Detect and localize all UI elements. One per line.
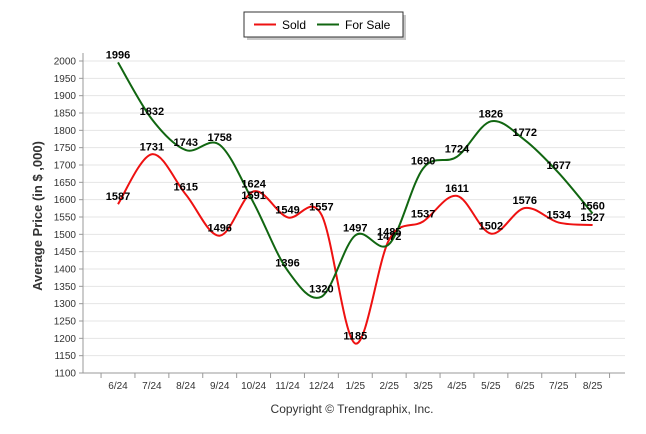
y-tick-label: 1600 [54,195,77,206]
x-tick-label: 9/24 [210,381,230,392]
data-label-for-sale: 1743 [174,137,198,149]
data-label-sold: 1496 [207,223,231,235]
data-label-sold: 1527 [580,212,604,224]
data-label-for-sale: 1472 [377,231,401,243]
data-label-sold: 1485 [377,227,401,239]
x-tick-label: 1/25 [346,381,366,392]
data-label-for-sale: 1996 [106,49,130,61]
data-label-sold: 1611 [445,183,469,195]
x-tick-label: 7/24 [142,381,162,392]
y-axis-title: Average Price (in $ ,000) [30,141,45,291]
y-tick-label: 1850 [54,109,77,120]
y-tick-label: 1900 [54,91,77,102]
data-label-for-sale: 1832 [140,106,164,118]
x-axis: 6/24 7/24 8/24 9/24 10/24 11/24 12/24 1/25 2/25 3… [83,372,625,392]
data-label-sold: 1534 [546,210,571,222]
data-labels: 1587 1731 1615 1496 1624 1549 1557 1185 1485 1537… [106,49,605,342]
x-tick-label: 8/24 [176,381,196,392]
y-tick-label: 1450 [54,247,77,258]
data-label-for-sale: 1677 [546,160,570,172]
data-label-for-sale: 1560 [580,201,604,213]
data-label-for-sale: 1758 [207,132,231,144]
x-tick-label: 3/25 [413,381,433,392]
x-tick-label: 8/25 [583,381,603,392]
data-label-for-sale: 1690 [411,155,435,167]
legend: Sold For Sale [243,11,406,40]
data-label-sold: 1731 [140,141,164,153]
y-tick-label: 1150 [54,351,76,362]
data-label-for-sale: 1591 [241,190,265,202]
y-tick-label: 1350 [54,282,77,293]
series-line-sold [117,153,593,345]
x-tick-label: 2/25 [379,381,399,392]
data-label-sold: 1537 [411,209,435,221]
y-tick-label: 1650 [54,178,77,189]
legend-label-sold: Sold [282,18,306,32]
data-label-for-sale: 1497 [343,222,367,234]
copyright-credit: Copyright © Trendgraphix, Inc. [271,402,434,416]
y-tick-label: 1750 [54,143,77,154]
series-line-for-sale [117,61,594,299]
data-label-for-sale: 1724 [445,144,470,156]
y-tick-label: 1500 [54,230,77,241]
y-tick-label: 1950 [54,74,77,85]
y-tick-label: 1300 [54,299,77,310]
x-tick-label: 5/25 [481,381,501,392]
data-label-sold: 1557 [309,202,333,214]
y-tick-label: 1800 [54,126,77,137]
y-tick-label: 1700 [54,161,77,172]
x-tick-label: 11/24 [275,381,300,392]
data-label-sold: 1185 [343,331,367,343]
x-tick-label: 6/24 [108,381,128,392]
data-label-sold: 1549 [275,204,299,216]
data-label-sold: 1615 [174,181,198,193]
data-label-for-sale: 1826 [479,108,503,120]
series-lines [117,61,594,345]
y-tick-label: 1100 [54,369,76,380]
data-label-for-sale: 1396 [275,257,299,269]
data-label-sold: 1624 [241,178,266,190]
x-tick-label: 6/25 [515,381,535,392]
data-label-for-sale: 1772 [513,127,537,139]
y-tick-label: 1400 [54,265,77,276]
x-tick-label: 12/24 [309,381,334,392]
data-label-sold: 1576 [513,195,537,207]
x-tick-label: 7/25 [549,381,569,392]
data-label-sold: 1587 [106,191,130,203]
x-tick-label: 4/25 [447,381,467,392]
y-tick-label: 1250 [54,317,77,328]
gridlines [83,60,625,374]
legend-label-for-sale: For Sale [345,18,391,32]
y-tick-label: 1200 [54,334,77,345]
y-tick-label: 1550 [54,213,77,224]
x-tick-label: 10/24 [241,381,266,392]
data-label-sold: 1502 [479,221,503,233]
y-axis: 1100 1150 1200 1250 1300 1350 1400 1450 1500 1550… [54,53,84,380]
data-label-for-sale: 1320 [309,284,333,296]
y-tick-label: 2000 [54,57,77,68]
